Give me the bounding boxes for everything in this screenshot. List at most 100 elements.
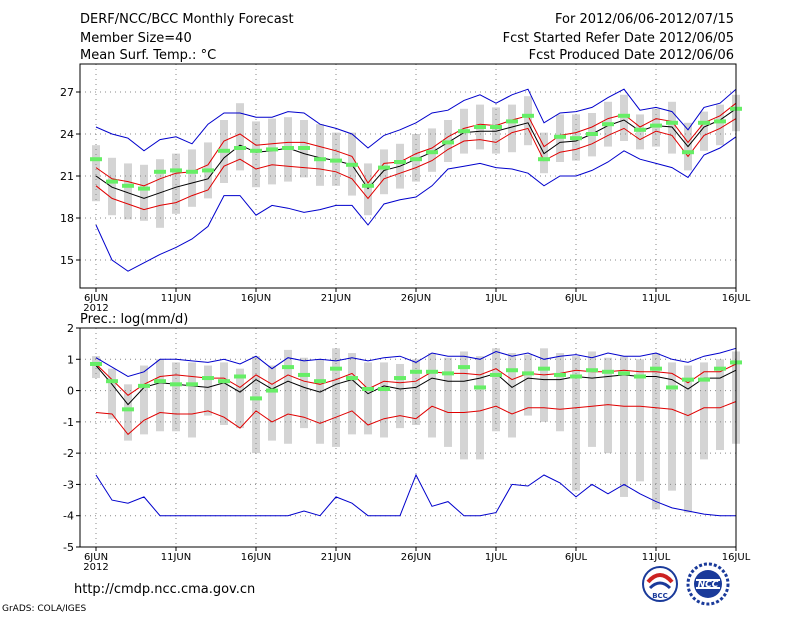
min-line-temp (95, 136, 737, 272)
climatology-marker (186, 382, 198, 387)
spread-box (588, 351, 596, 447)
spread-box (396, 363, 404, 429)
spread-box (700, 111, 708, 151)
climatology-marker (522, 113, 534, 118)
climatology-marker (666, 120, 678, 125)
x-tick-label: 11JUL (642, 552, 671, 563)
x-tick-label: 16JUN (241, 293, 271, 304)
spread-box (140, 365, 148, 435)
climatology-marker (314, 379, 326, 384)
y-tick-label: 24 (60, 128, 74, 141)
climatology-marker (522, 371, 534, 376)
spread-box (140, 164, 148, 221)
spread-box (412, 359, 420, 425)
climatology-marker (282, 365, 294, 370)
spread-box (364, 362, 372, 435)
spread-box (204, 365, 212, 416)
climatology-marker (666, 385, 678, 390)
spread-box (332, 348, 340, 447)
plot-frame-prec (79, 327, 737, 548)
forecast-produced-date: Fcst Produced Date 2012/06/06 (528, 48, 734, 63)
x-tick-label: 11JUL (642, 293, 671, 304)
y-tick-label: -2 (63, 447, 74, 460)
climatology-marker (474, 125, 486, 129)
climatology-marker (298, 372, 310, 377)
spread-box (316, 359, 324, 444)
climatology-marker (570, 374, 582, 379)
climatology-marker (122, 407, 134, 412)
spread-box (252, 356, 260, 454)
x-tick-label: 21JUN (321, 552, 351, 563)
max-line-prec (95, 347, 737, 378)
climatology-marker (442, 371, 454, 376)
forecast-period: For 2012/06/06-2012/07/15 (555, 12, 734, 27)
spread-box (620, 94, 628, 141)
climatology-marker (618, 113, 630, 118)
climatology-marker (218, 148, 230, 153)
climatology-marker (266, 147, 278, 152)
climatology-marker (362, 387, 374, 392)
climatology-marker (106, 379, 118, 384)
climatology-marker (650, 366, 662, 371)
climatology-marker (650, 123, 662, 128)
spread-box (124, 384, 132, 441)
climatology-marker (426, 369, 438, 374)
spread-box (428, 353, 436, 438)
spread-box (92, 356, 100, 379)
spread-box (172, 362, 180, 432)
spread-box (508, 353, 516, 438)
mean-line-prec (95, 365, 737, 406)
spread-box (652, 353, 660, 510)
y-tick-label: -3 (63, 478, 74, 491)
min-line-prec (95, 473, 736, 517)
x-tick-label: 11JUN (161, 293, 191, 304)
spread-box (524, 354, 532, 416)
climatology-marker (714, 119, 726, 124)
climatology-marker (410, 157, 422, 162)
y-tick-label: -4 (63, 510, 74, 523)
spread-box (124, 163, 132, 220)
climatology-marker (266, 388, 278, 393)
spread-box (460, 351, 468, 460)
spread-box (604, 357, 612, 454)
spread-box (524, 96, 532, 146)
climatology-marker (410, 369, 422, 374)
climatology-marker (682, 377, 694, 382)
climatology-marker (202, 168, 214, 173)
spread-box (316, 124, 324, 186)
y-tick-label: 1 (67, 353, 74, 366)
spread-box (236, 368, 244, 429)
climatology-marker (250, 148, 262, 153)
climatology-marker (218, 379, 230, 384)
climatology-marker (426, 150, 438, 155)
spread-box (188, 362, 196, 438)
climatology-marker (330, 158, 342, 163)
climatology-marker (474, 385, 486, 390)
climatology-marker (554, 372, 566, 377)
lower-line-temp (95, 118, 737, 211)
climatology-marker (602, 122, 614, 127)
climatology-marker (634, 127, 646, 132)
climatology-marker (698, 120, 710, 125)
spread-box (540, 348, 548, 422)
y-tick-label: -5 (63, 541, 74, 554)
climatology-marker (202, 376, 214, 381)
spread-box (636, 359, 644, 482)
climatology-marker (586, 368, 598, 373)
climatology-marker (186, 169, 198, 174)
spread-box (156, 359, 164, 432)
climatology-marker (282, 146, 294, 150)
climatology-marker (394, 376, 406, 381)
climatology-marker (378, 387, 390, 392)
spread-box (348, 353, 356, 435)
chart-title: DERF/NCC/BCC Monthly Forecast (80, 12, 294, 27)
spread-box (284, 349, 292, 444)
spread-box (188, 149, 196, 207)
spread-box (380, 149, 388, 195)
climatology-marker (490, 125, 502, 129)
climatology-marker (378, 165, 390, 170)
x-tick-label: 1JUL (485, 293, 508, 304)
spread-box (268, 118, 276, 185)
climatology-marker (138, 383, 150, 388)
source-url[interactable]: http://cmdp.ncc.cma.gov.cn (74, 582, 256, 597)
